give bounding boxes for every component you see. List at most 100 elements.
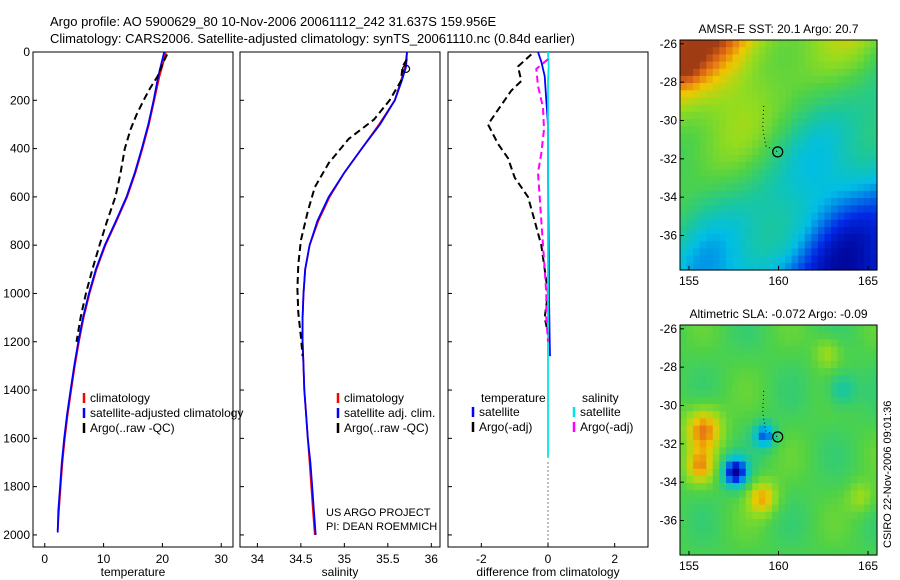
amsr-cell	[719, 262, 727, 271]
sla-cell	[693, 483, 701, 491]
amsr-cell	[857, 226, 865, 235]
sla-cell	[726, 353, 734, 362]
amsr-cell	[804, 90, 812, 99]
amsr-cell	[680, 111, 688, 120]
sla-cell	[870, 468, 878, 477]
amsr-cell	[791, 90, 799, 99]
amsr-cell	[817, 147, 826, 156]
amsr-cell	[699, 169, 707, 178]
amsr-cell	[811, 190, 819, 199]
sla-cell	[798, 461, 806, 470]
sla-cell	[798, 425, 806, 434]
sla-cell	[863, 418, 872, 427]
sla-cell	[712, 368, 720, 376]
amsr-cell	[811, 90, 819, 99]
amsr-cell	[771, 133, 780, 142]
amsr-cell	[693, 169, 701, 178]
sla-cell	[831, 418, 839, 427]
sla-cell	[798, 418, 806, 427]
amsr-cell	[719, 169, 727, 178]
amsr-cell	[798, 140, 806, 149]
salinity-axes-box	[239, 51, 441, 548]
amsr-cell	[732, 183, 740, 192]
sla-cell	[804, 389, 812, 398]
sla-cell	[745, 325, 753, 333]
sla-cell	[699, 368, 707, 376]
sla-cell	[811, 533, 819, 542]
sla-cell	[712, 396, 720, 405]
sla-cell	[831, 468, 839, 477]
amsr-cell	[831, 183, 839, 192]
sla-cell	[726, 411, 734, 420]
sla-cell	[791, 396, 799, 405]
amsr-cell	[850, 111, 858, 120]
amsr-cell	[844, 219, 852, 228]
sla-cell	[831, 497, 839, 506]
amsr-cell	[765, 205, 773, 214]
salinity-series-satellite-adj-clim-	[301, 51, 408, 535]
sla-cell	[870, 375, 878, 384]
sla-cell	[680, 339, 688, 348]
sla-cell	[771, 461, 780, 470]
sla-cell	[699, 353, 707, 362]
sla-cell	[719, 454, 727, 463]
pi-label: PI: DEAN ROEMMICH	[326, 521, 437, 533]
sla-cell	[752, 353, 760, 362]
sla-cell	[732, 547, 740, 556]
sla-cell	[699, 483, 707, 491]
amsr-cell	[758, 119, 766, 127]
amsr-cell	[693, 47, 701, 55]
sla-cell	[719, 360, 727, 369]
sla-cell	[791, 360, 799, 369]
sla-cell	[686, 346, 694, 355]
sla-cell	[844, 519, 852, 527]
amsr-cell	[693, 97, 701, 106]
sla-cell	[739, 382, 747, 391]
sla-cell	[831, 360, 839, 369]
amsr-cell	[706, 40, 714, 48]
sla-cell	[824, 511, 832, 520]
sla-cell	[752, 440, 760, 448]
sla-cell	[732, 382, 740, 391]
amsr-cell	[798, 40, 806, 48]
sla-cell	[771, 440, 780, 448]
sla-cell	[706, 540, 714, 549]
amsr-cell	[785, 147, 793, 156]
sla-cell	[726, 418, 734, 427]
sla-cell	[771, 468, 780, 477]
amsr-cell	[765, 47, 773, 55]
sla-cell	[785, 461, 793, 470]
amsr-cell	[712, 169, 720, 178]
temperature-series-argo-raw-qc-	[75, 53, 168, 342]
amsr-cell	[680, 226, 688, 235]
sla-cell	[752, 447, 760, 455]
amsr-cell	[785, 190, 793, 199]
amsr-cell	[870, 75, 878, 84]
sla-cell	[758, 375, 766, 384]
sla-cell	[811, 526, 819, 535]
sla-cell	[785, 490, 793, 499]
amsr-cell	[811, 54, 819, 63]
amsr-cell	[745, 68, 753, 77]
amsr-cell	[745, 47, 753, 55]
sla-cell	[693, 346, 701, 355]
amsr-cell	[693, 248, 701, 257]
amsr-cell	[837, 234, 845, 242]
amsr-cell	[844, 75, 852, 84]
amsr-cell	[752, 126, 760, 135]
amsr-cell	[785, 140, 793, 149]
sla-cell	[706, 490, 714, 499]
amsr-cell	[824, 248, 832, 257]
sla-cell	[739, 339, 747, 348]
sla-cell	[699, 432, 707, 441]
sla-cell	[765, 411, 773, 420]
amsr-cell	[824, 234, 832, 242]
amsr-cell	[817, 190, 826, 199]
amsr-cell	[758, 61, 766, 70]
amsr-cell	[863, 83, 872, 91]
sla-cell	[686, 468, 694, 477]
sla-cell	[844, 483, 852, 491]
amsr-cell	[817, 140, 826, 149]
amsr-cell	[680, 234, 688, 242]
sla-cell	[706, 533, 714, 542]
